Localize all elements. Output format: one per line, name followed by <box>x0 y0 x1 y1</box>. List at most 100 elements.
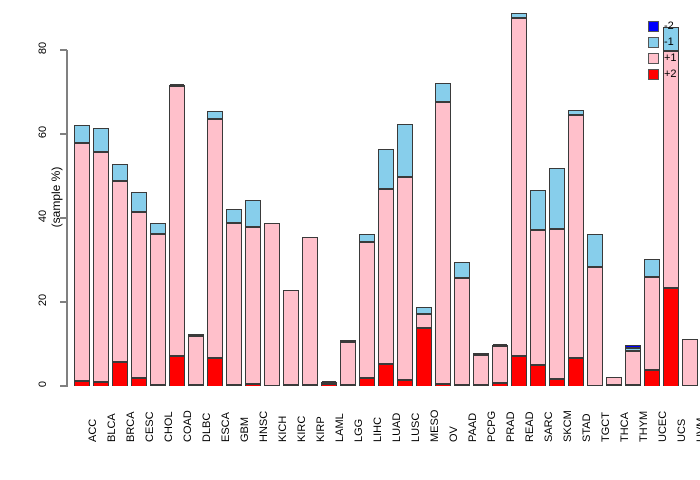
x-axis-label-laml: LAML <box>334 413 346 442</box>
bar-prad <box>492 344 508 386</box>
bar-segment-luad-plus1 <box>379 188 393 365</box>
bar-segment-acc-plus2 <box>75 380 89 386</box>
x-axis-label-chol: CHOL <box>163 411 175 442</box>
bar-segment-thca-plus1 <box>607 376 621 386</box>
bar-segment-chol-minus1 <box>151 222 165 234</box>
legend-swatch <box>648 20 659 32</box>
y-axis-tick <box>60 385 67 387</box>
bar-segment-ucec-plus2 <box>645 370 659 386</box>
x-axis-label-lihc: LIHC <box>372 416 384 442</box>
bar-segment-ucs-plus2 <box>664 287 678 386</box>
bar-segment-stad-plus1 <box>569 115 583 358</box>
bar-segment-laml-minus2 <box>322 380 336 383</box>
bar-segment-pcpg-minus1 <box>474 352 488 355</box>
bar-segment-coad-plus2 <box>170 355 184 386</box>
bar-skcm <box>549 168 565 386</box>
bar-segment-brca-plus1 <box>113 181 127 362</box>
bar-lusc <box>397 124 413 386</box>
bar-segment-blca-minus1 <box>94 127 108 152</box>
bar-lihc <box>359 233 375 386</box>
legend-label: +1 <box>664 51 677 64</box>
legend: -2 -1 +1 +2 <box>648 20 677 80</box>
x-axis-label-cesc: CESC <box>144 411 156 442</box>
bar-segment-thym-plus1 <box>626 350 640 386</box>
y-axis-tick <box>60 217 67 219</box>
bar-segment-dlbc-plus2 <box>189 384 203 386</box>
y-axis-tick <box>60 301 67 303</box>
bar-kirp <box>302 236 318 386</box>
legend-swatch <box>648 52 659 64</box>
x-axis-label-dlbc: DLBC <box>201 412 213 442</box>
bar-segment-paad-plus2 <box>455 384 469 386</box>
x-axis-label-read: READ <box>524 411 536 442</box>
bar-segment-luad-plus2 <box>379 364 393 386</box>
x-axis-label-coad: COAD <box>182 410 194 442</box>
bar-segment-stad-minus1 <box>569 109 583 116</box>
bar-chol <box>150 222 166 386</box>
legend-item-minus2: -2 <box>648 20 677 32</box>
bar-segment-blca-plus2 <box>94 381 108 386</box>
bar-segment-skcm-minus1 <box>550 168 564 230</box>
bar-segment-pcpg-plus2 <box>474 384 488 386</box>
bar-ucec <box>644 259 660 386</box>
bar-segment-kich-plus1 <box>265 222 279 386</box>
x-axis-label-kirc: KIRC <box>296 415 308 442</box>
bar-ov <box>435 83 451 386</box>
bar-segment-chol-plus1 <box>151 233 165 385</box>
bar-segment-kirc-plus2 <box>284 384 298 386</box>
x-axis-label-kirp: KIRP <box>315 416 327 442</box>
bar-cesc <box>131 191 147 386</box>
bar-segment-ucs-plus1 <box>664 50 678 288</box>
x-axis-label-ucec: UCEC <box>657 410 669 442</box>
bar-segment-lusc-plus2 <box>398 380 412 386</box>
legend-item-minus1: -1 <box>648 36 677 48</box>
x-axis-label-sarc: SARC <box>543 411 555 442</box>
bar-segment-read-plus2 <box>512 355 526 386</box>
bar-segment-lgg-plus1 <box>341 342 355 386</box>
bar-segment-acc-plus1 <box>75 143 89 381</box>
bar-segment-hnsc-plus1 <box>246 227 260 384</box>
x-axis-label-prad: PRAD <box>505 411 517 442</box>
x-axis-label-blca: BLCA <box>106 413 118 442</box>
bar-segment-gbm-plus1 <box>227 223 241 386</box>
bar-segment-gbm-plus2 <box>227 384 241 386</box>
bar-thca <box>606 376 622 386</box>
bar-segment-ucs-minus1 <box>664 26 678 51</box>
bar-segment-coad-plus1 <box>170 86 184 356</box>
bar-segment-tgct-plus1 <box>588 267 602 386</box>
bar-segment-chol-plus2 <box>151 384 165 386</box>
bar-segment-ucec-plus1 <box>645 276 659 371</box>
bar-segment-dlbc-minus1 <box>189 333 203 337</box>
x-axis-label-paad: PAAD <box>467 412 479 442</box>
bar-tgct <box>587 234 603 386</box>
bar-segment-skcm-plus2 <box>550 379 564 386</box>
bar-brca <box>112 164 128 386</box>
bar-segment-skcm-plus1 <box>550 229 564 380</box>
bar-segment-blca-plus1 <box>94 151 108 382</box>
bar-uvm <box>682 338 698 386</box>
bar-segment-sarc-plus2 <box>531 364 545 386</box>
bar-hnsc <box>245 199 261 386</box>
bar-segment-meso-plus1 <box>417 313 431 329</box>
x-axis-label-ov: OV <box>448 426 460 442</box>
x-axis-label-kich: KICH <box>277 415 289 442</box>
bar-segment-thym-minus1 <box>626 348 640 351</box>
bar-segment-lihc-plus2 <box>360 377 374 386</box>
legend-label: +2 <box>664 67 677 80</box>
bar-paad <box>454 261 470 386</box>
bar-esca <box>207 111 223 386</box>
bar-segment-sarc-plus1 <box>531 230 545 365</box>
bar-segment-cesc-plus2 <box>132 378 146 386</box>
x-axis-label-thym: THYM <box>638 410 650 442</box>
bar-segment-read-minus1 <box>512 13 526 19</box>
bar-pcpg <box>473 352 489 386</box>
bar-segment-prad-minus1 <box>493 344 507 347</box>
bar-laml <box>321 380 337 386</box>
x-axis-label-lgg: LGG <box>353 418 365 442</box>
legend-label: -1 <box>664 35 674 48</box>
bar-stad <box>568 109 584 386</box>
x-axis-label-tgct: TGCT <box>600 412 612 442</box>
bar-segment-lihc-minus1 <box>360 233 374 242</box>
bar-dlbc <box>188 333 204 386</box>
